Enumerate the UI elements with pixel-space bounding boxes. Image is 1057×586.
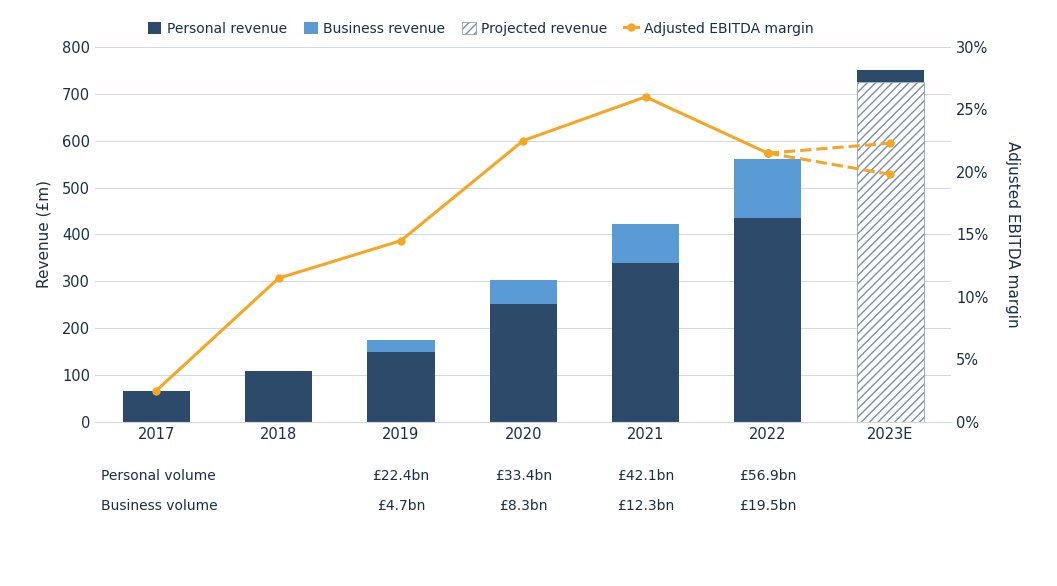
Bar [245,372,312,422]
Text: £42.1bn: £42.1bn [617,469,674,483]
Y-axis label: Adjusted EBITDA margin: Adjusted EBITDA margin [1005,141,1020,328]
Text: £8.3bn: £8.3bn [499,499,548,513]
Text: Personal volume: Personal volume [101,469,216,483]
Bar [612,224,680,263]
Bar [856,82,924,422]
Bar [123,391,190,422]
Bar [856,70,924,82]
Text: Business volume: Business volume [101,499,218,513]
Bar [489,280,557,304]
Y-axis label: Revenue (£m): Revenue (£m) [36,180,51,288]
Bar [367,340,434,352]
Bar [612,263,680,422]
Text: £4.7bn: £4.7bn [376,499,425,513]
Bar [735,159,801,218]
Text: £22.4bn: £22.4bn [372,469,429,483]
Text: £56.9bn: £56.9bn [739,469,797,483]
Legend: Personal revenue, Business revenue, Projected revenue, Adjusted EBITDA margin: Personal revenue, Business revenue, Proj… [142,16,819,42]
Bar [367,352,434,422]
Bar [489,304,557,422]
Text: £12.3bn: £12.3bn [617,499,674,513]
Text: £33.4bn: £33.4bn [495,469,552,483]
Text: £19.5bn: £19.5bn [739,499,797,513]
Bar [735,218,801,422]
